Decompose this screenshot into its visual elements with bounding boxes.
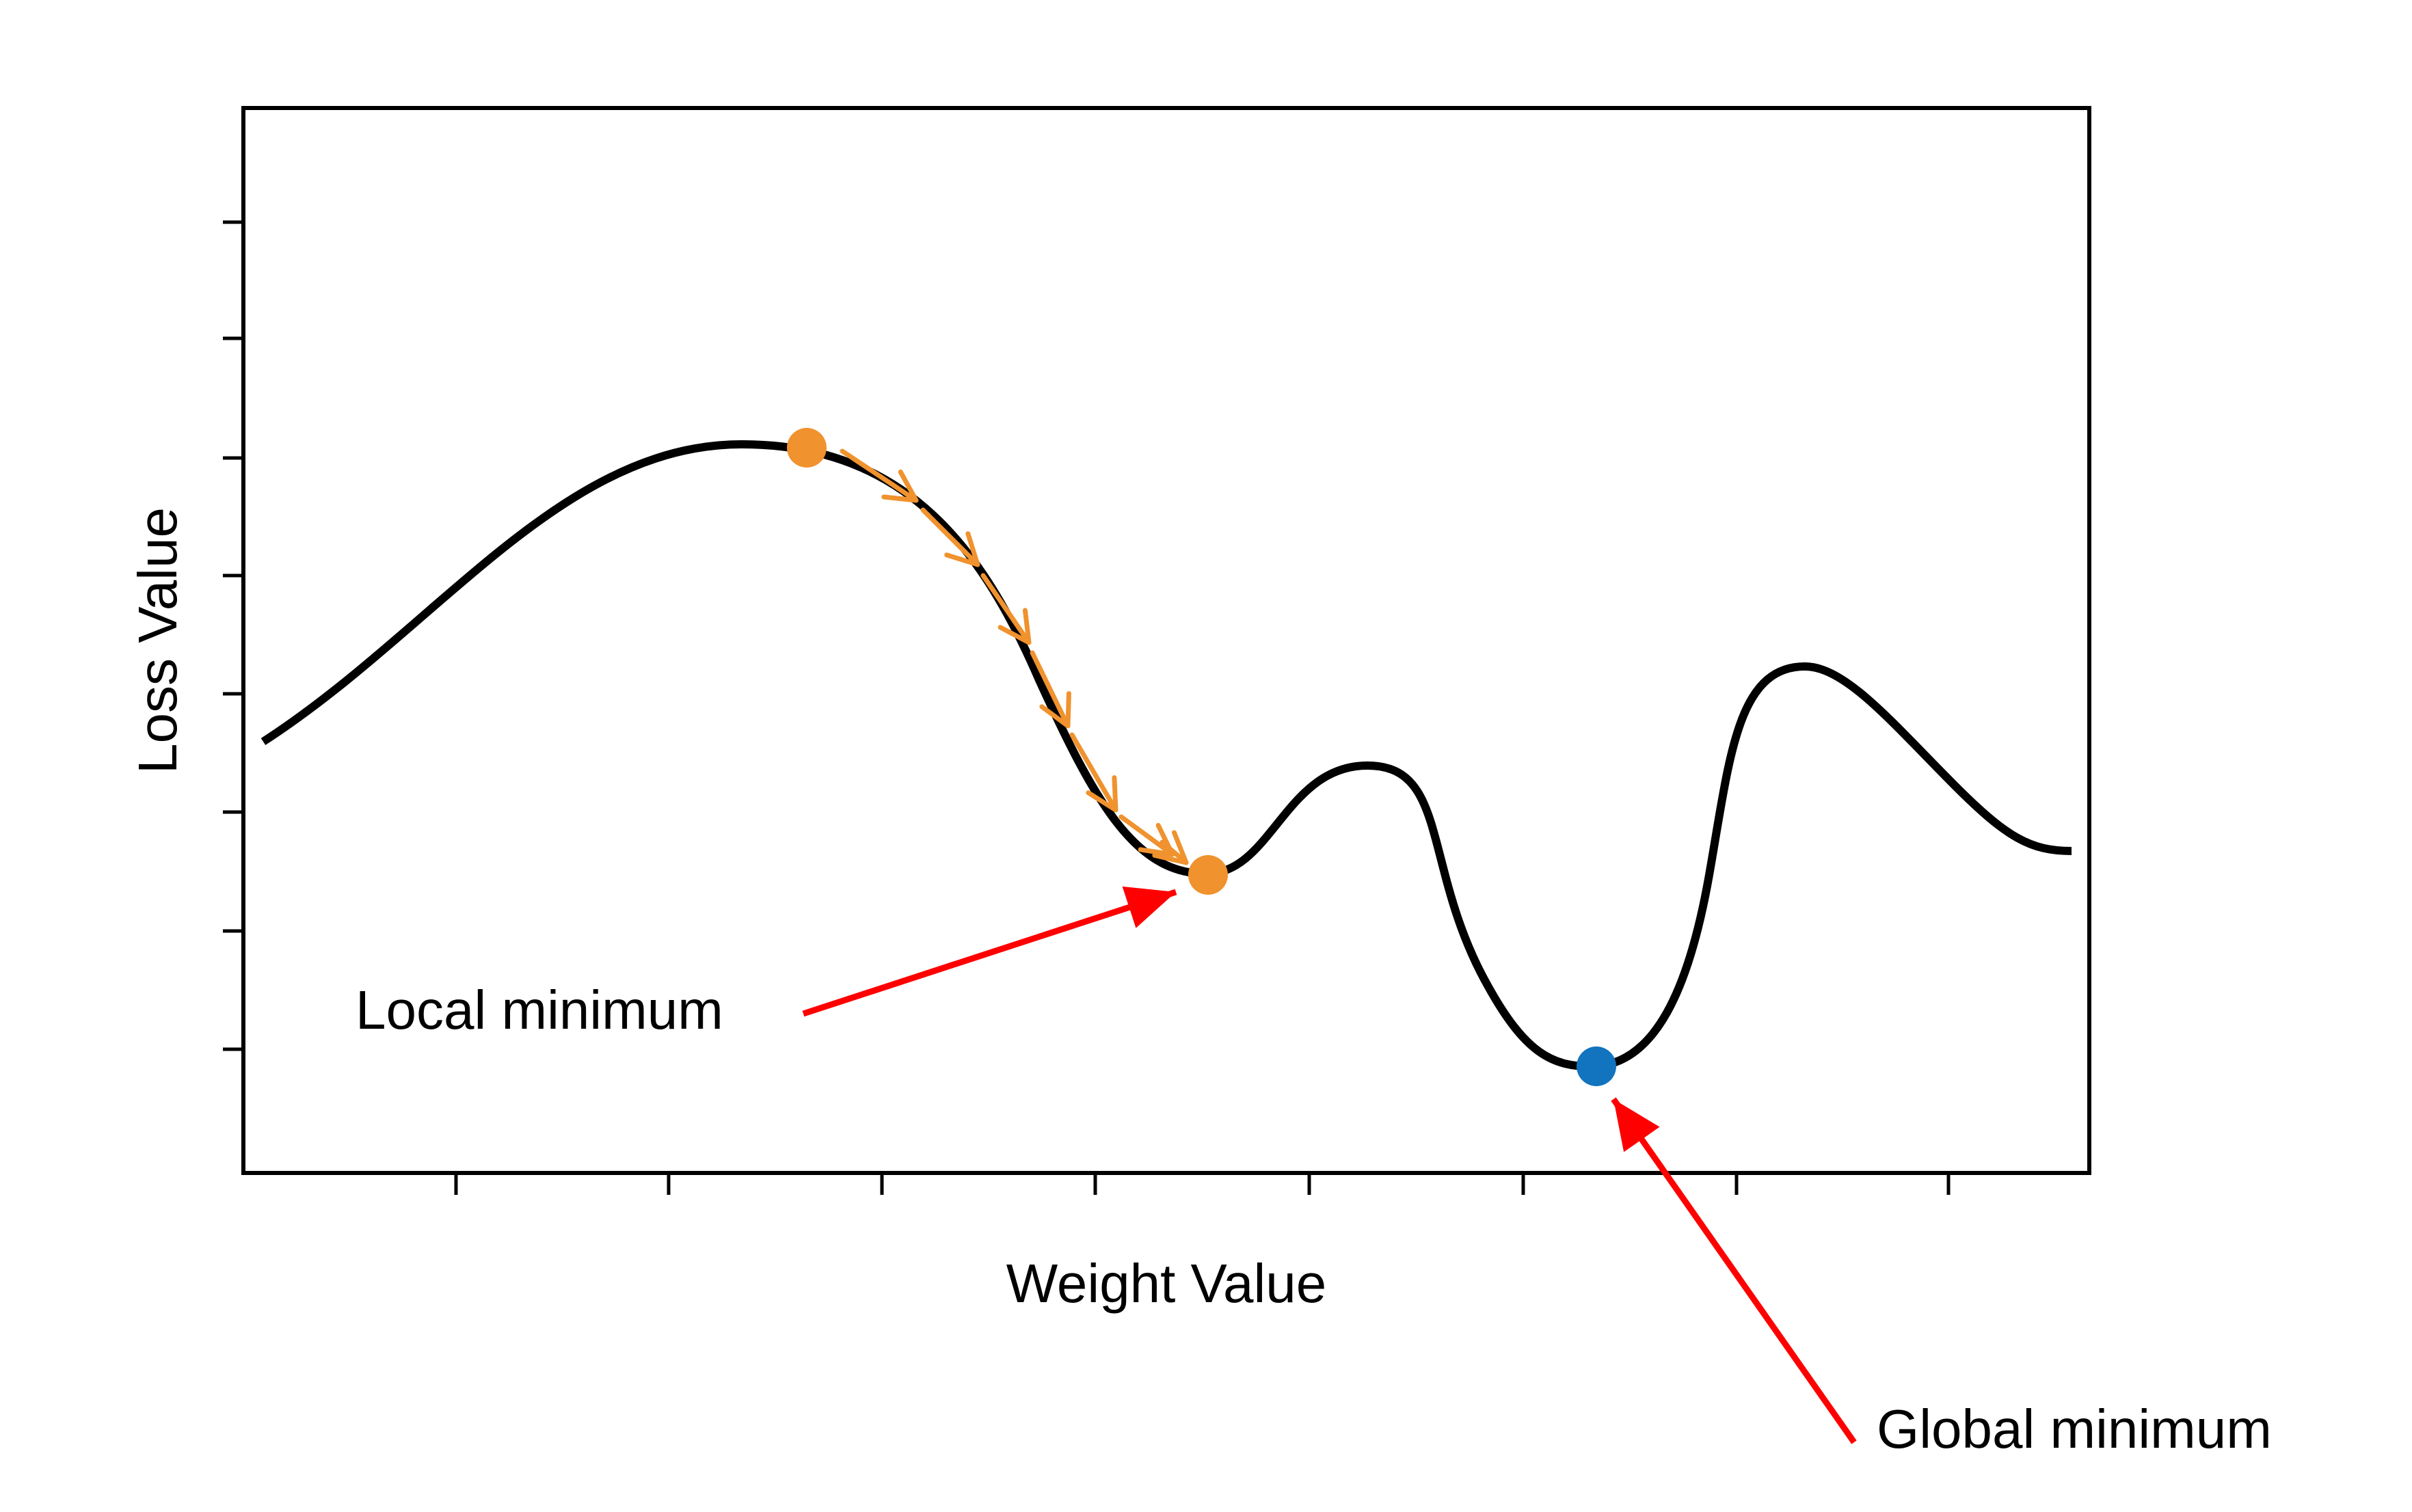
y-axis-ticks: [223, 220, 243, 1051]
descent-step-arrow: [1069, 732, 1118, 813]
descent-step-arrow: [1152, 830, 1189, 865]
y-axis-label: Loss Value: [127, 507, 188, 774]
loss-curve: [260, 440, 2072, 1071]
x-axis-ticks: [454, 1173, 1951, 1195]
start-point-marker: [787, 428, 827, 468]
local-minimum-label: Local minimum: [356, 980, 723, 1040]
local-minimum-arrow: [802, 886, 1177, 1017]
descent-step-arrow: [980, 573, 1032, 645]
descent-step-arrow: [840, 448, 919, 503]
descent-path: [840, 448, 1189, 865]
global-minimum-marker: [1577, 1047, 1616, 1086]
local-minimum-marker: [1188, 855, 1228, 895]
plot-frame: [241, 106, 2091, 1175]
x-axis-label: Weight Value: [1006, 1253, 1326, 1314]
descent-step-arrow: [920, 507, 980, 567]
descent-step-arrow: [1030, 650, 1071, 729]
global-minimum-arrow: [1611, 1097, 1857, 1444]
global-minimum-label: Global minimum: [1877, 1399, 2272, 1459]
